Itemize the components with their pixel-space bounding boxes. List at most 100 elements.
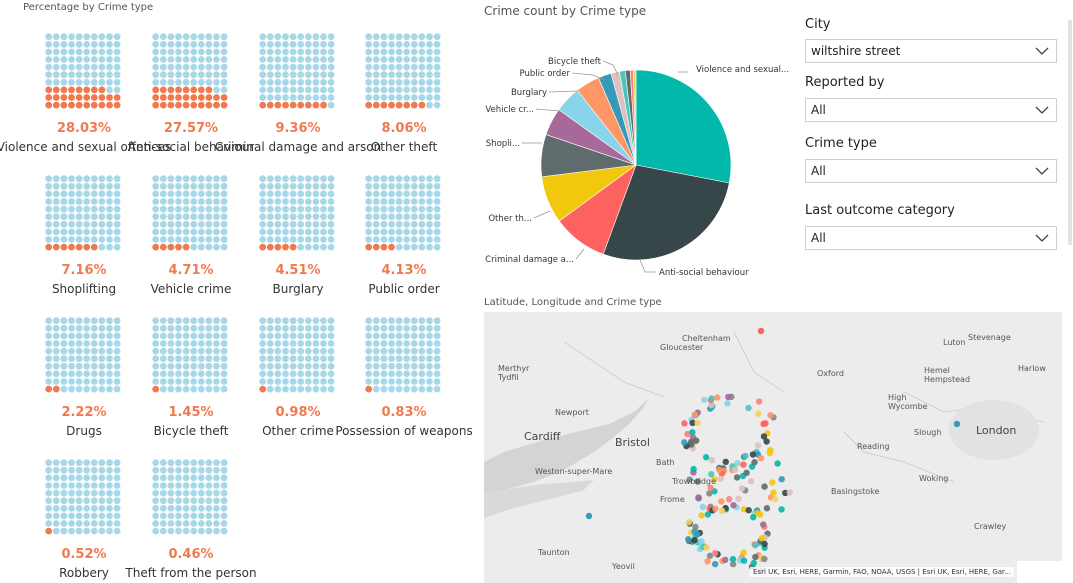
map-crime-dot[interactable] xyxy=(694,531,701,538)
map-crime-dot[interactable] xyxy=(757,327,765,335)
map-crime-dot[interactable] xyxy=(685,518,693,526)
map-crime-dot[interactable] xyxy=(689,429,696,436)
map-crime-dot[interactable] xyxy=(698,537,705,545)
map-crime-dot[interactable] xyxy=(694,478,701,485)
map-crime-dot[interactable] xyxy=(703,544,710,551)
waffle-tile-8[interactable] xyxy=(365,175,443,253)
map-crime-dot[interactable] xyxy=(712,505,719,512)
map-crime-dot[interactable] xyxy=(693,437,700,444)
map-crime-dot[interactable] xyxy=(760,433,768,440)
map-crime-dot[interactable] xyxy=(718,498,725,505)
map-crime-dot[interactable] xyxy=(766,449,774,457)
map-crime-dot[interactable] xyxy=(704,558,711,565)
waffle-tile-11[interactable] xyxy=(259,317,337,395)
map-crime-dot[interactable] xyxy=(718,507,726,515)
map-crime-dot[interactable] xyxy=(708,456,716,464)
map-crime-dot[interactable] xyxy=(763,438,770,445)
map-crime-dot[interactable] xyxy=(760,521,767,528)
map-crime-dot[interactable] xyxy=(767,412,774,419)
waffle-tile-7[interactable] xyxy=(259,175,337,253)
map-crime-dot[interactable] xyxy=(752,553,759,561)
map-crime-dot[interactable] xyxy=(730,501,737,509)
map-crime-dot[interactable] xyxy=(747,478,755,485)
map-crime-dot[interactable] xyxy=(708,401,715,409)
map-crime-dot[interactable] xyxy=(738,485,746,492)
map-crime-dot[interactable] xyxy=(722,458,729,466)
map-crime-dot[interactable] xyxy=(691,537,698,544)
map-crime-dot[interactable] xyxy=(685,536,692,543)
map-crime-dot[interactable] xyxy=(750,559,757,567)
waffle-tile-5[interactable] xyxy=(45,175,123,253)
map-crime-dot[interactable] xyxy=(752,541,759,549)
waffle-tile-1[interactable] xyxy=(45,33,123,111)
map-crime-dot[interactable] xyxy=(708,395,715,402)
map-crime-dot[interactable] xyxy=(698,512,705,519)
map-crime-dot[interactable] xyxy=(702,454,710,461)
map-visual[interactable]: Cheltenham Gloucester Luton Stevenage Merthy… xyxy=(484,312,1062,583)
map-crime-dot[interactable] xyxy=(717,475,724,482)
map-crime-dot[interactable] xyxy=(755,398,763,405)
map-crime-dot[interactable] xyxy=(761,483,768,490)
map-crime-dot[interactable] xyxy=(770,489,777,496)
map-crime-dot[interactable] xyxy=(754,442,762,449)
map-crime-dot[interactable] xyxy=(762,420,769,427)
map-crime-dot[interactable] xyxy=(694,419,701,427)
map-crime-dot[interactable] xyxy=(769,479,776,486)
map-crime-dot[interactable] xyxy=(778,476,785,483)
map-crime-dot[interactable] xyxy=(733,474,741,481)
map-crime-dot[interactable] xyxy=(699,503,707,511)
map-crime-dot[interactable] xyxy=(695,494,702,501)
map-crime-dot[interactable] xyxy=(742,452,749,460)
map-crime-dot[interactable] xyxy=(755,410,762,417)
map-crime-dot[interactable] xyxy=(743,469,750,476)
map-crime-dot[interactable] xyxy=(749,451,757,458)
waffle-tile-10[interactable] xyxy=(152,317,230,395)
map-crime-dot[interactable] xyxy=(711,560,719,568)
pie-slice-2[interactable] xyxy=(602,164,730,261)
map-crime-dot[interactable] xyxy=(690,465,697,473)
map-crime-dot[interactable] xyxy=(774,460,781,467)
map-crime-dot[interactable] xyxy=(686,476,693,483)
map-crime-dot[interactable] xyxy=(714,394,721,401)
map-crime-dot[interactable] xyxy=(681,420,688,427)
map-crime-dot[interactable] xyxy=(729,555,737,563)
map-crime-dot[interactable] xyxy=(761,555,768,563)
map-crime-dot[interactable] xyxy=(716,466,723,474)
map-crime-dot[interactable] xyxy=(722,556,729,564)
map-crime-dot[interactable] xyxy=(735,495,742,502)
map-crime-dot[interactable] xyxy=(684,430,691,438)
map-crime-dot[interactable] xyxy=(724,400,731,407)
slicer-dropdown-reported-by[interactable]: All xyxy=(805,98,1057,122)
map-crime-dot[interactable] xyxy=(687,438,695,446)
map-crime-dot[interactable] xyxy=(953,420,961,428)
map-crime-dot[interactable] xyxy=(758,535,766,542)
map-crime-dot[interactable] xyxy=(729,560,737,568)
map-crime-dot[interactable] xyxy=(734,459,741,467)
map-crime-dot[interactable] xyxy=(704,511,712,518)
pie-slice-14[interactable] xyxy=(632,69,637,166)
map-crime-dot[interactable] xyxy=(706,490,713,497)
scrollbar[interactable] xyxy=(1068,20,1072,245)
waffle-tile-14[interactable] xyxy=(152,459,230,537)
map-crime-dot[interactable] xyxy=(757,454,765,462)
map-crime-dot[interactable] xyxy=(691,411,698,419)
map-crime-dot[interactable] xyxy=(740,461,747,468)
pie-slice-1[interactable] xyxy=(635,69,732,184)
map-crime-dot[interactable] xyxy=(681,439,688,446)
waffle-tile-13[interactable] xyxy=(45,459,123,537)
map-crime-dot[interactable] xyxy=(745,404,752,412)
slicer-dropdown-last-outcome-category[interactable]: All xyxy=(805,226,1057,250)
map-crime-dot[interactable] xyxy=(711,476,718,483)
slicer-dropdown-crime-type[interactable]: All xyxy=(805,159,1057,183)
map-crime-dot[interactable] xyxy=(711,550,719,557)
map-crime-dot[interactable] xyxy=(786,489,793,496)
waffle-tile-2[interactable] xyxy=(152,33,230,111)
map-crime-dot[interactable] xyxy=(740,506,748,513)
waffle-tile-4[interactable] xyxy=(365,33,443,111)
map-crime-dot[interactable] xyxy=(731,466,739,474)
map-crime-dot[interactable] xyxy=(745,507,752,514)
map-crime-dot[interactable] xyxy=(707,484,714,492)
map-crime-dot[interactable] xyxy=(725,496,733,503)
map-crime-dot[interactable] xyxy=(750,514,757,521)
map-crime-dot[interactable] xyxy=(751,459,758,466)
